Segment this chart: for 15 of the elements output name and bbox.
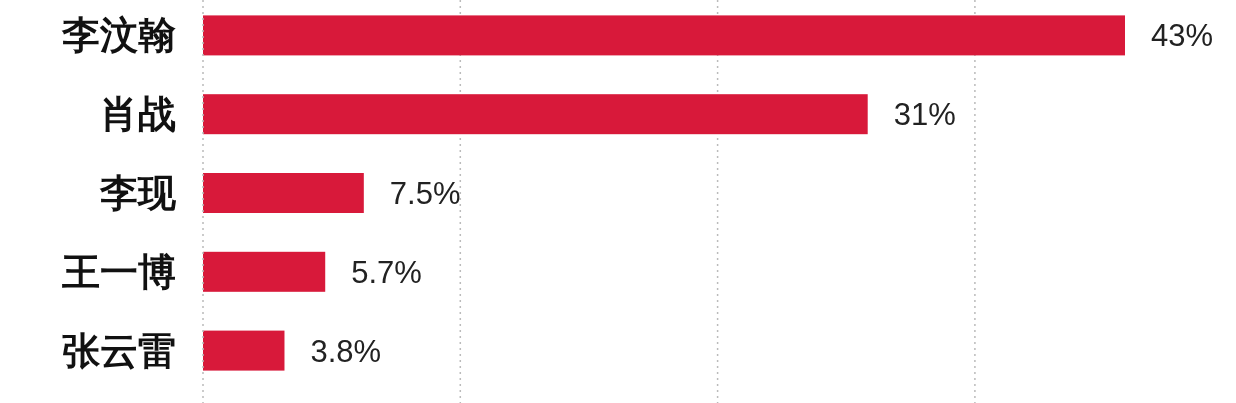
y-tick-label: 王一博	[62, 250, 176, 293]
data-label: 5.7%	[351, 254, 422, 290]
bar	[203, 330, 285, 371]
y-tick-label: 李汶翰	[61, 14, 176, 57]
data-label: 7.5%	[389, 176, 461, 211]
bar	[203, 94, 868, 135]
bar	[203, 173, 364, 213]
bar	[203, 15, 1125, 56]
bar	[203, 251, 326, 292]
y-tick-label: 张云雷	[62, 329, 176, 372]
y-tick-label: 李现	[99, 172, 177, 214]
data-label: 43%	[1151, 18, 1214, 54]
data-label: 31%	[893, 97, 956, 133]
y-tick-label: 肖战	[100, 93, 176, 136]
data-label: 3.8%	[310, 333, 382, 369]
